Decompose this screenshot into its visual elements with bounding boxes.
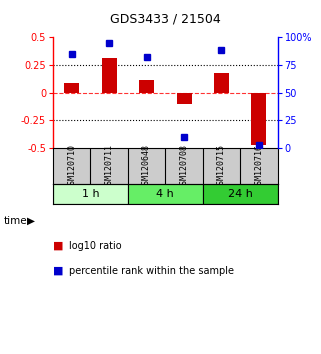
Text: GSM120716: GSM120716: [255, 144, 264, 189]
Text: 1 h: 1 h: [82, 189, 99, 199]
Text: GSM120715: GSM120715: [217, 144, 226, 189]
Bar: [128, 184, 203, 204]
Bar: [203, 184, 278, 204]
Bar: [53, 184, 128, 204]
Text: GSM120710: GSM120710: [67, 144, 76, 189]
Text: ▶: ▶: [27, 216, 35, 226]
Text: GSM120711: GSM120711: [105, 144, 114, 189]
Text: time: time: [3, 216, 27, 226]
Text: ■: ■: [53, 241, 64, 251]
Bar: [251, 93, 266, 145]
Text: 4 h: 4 h: [156, 189, 174, 199]
Bar: [214, 73, 229, 93]
Text: 24 h: 24 h: [228, 189, 253, 199]
Bar: [102, 58, 117, 93]
Text: GSM120708: GSM120708: [179, 144, 188, 189]
Text: log10 ratio: log10 ratio: [69, 241, 122, 251]
Text: ■: ■: [53, 266, 64, 276]
Bar: [177, 93, 192, 104]
Text: percentile rank within the sample: percentile rank within the sample: [69, 266, 234, 276]
Text: GSM120648: GSM120648: [142, 144, 151, 189]
Bar: [139, 80, 154, 93]
Bar: [64, 82, 79, 93]
Text: GDS3433 / 21504: GDS3433 / 21504: [110, 12, 221, 25]
